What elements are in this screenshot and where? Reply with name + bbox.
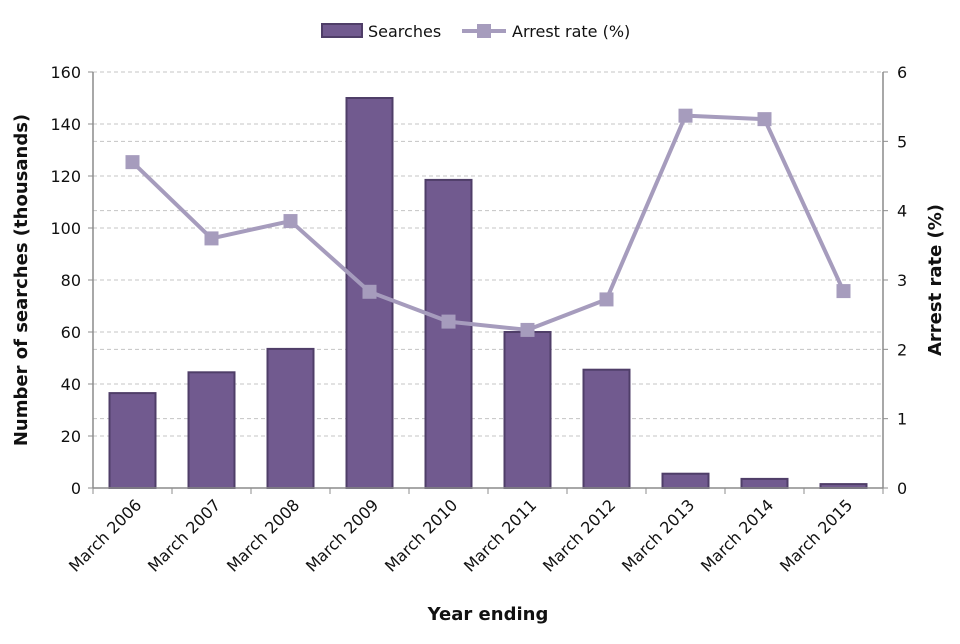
y2-tick-label: 0 bbox=[897, 479, 907, 498]
bar-march-2006 bbox=[108, 392, 157, 490]
bar-march-2007 bbox=[187, 371, 236, 489]
x-tick-label: March 2011 bbox=[460, 495, 540, 575]
x-tick-label: March 2007 bbox=[144, 495, 224, 575]
arrest-rate-point-march-2013 bbox=[678, 108, 693, 123]
y-tick-label: 160 bbox=[50, 63, 81, 82]
y-tick-label: 60 bbox=[61, 323, 81, 342]
arrest-rate-line bbox=[131, 113, 846, 332]
x-tick-label: March 2010 bbox=[381, 495, 461, 575]
x-tick-label: March 2012 bbox=[539, 495, 619, 575]
arrest-rate-point-march-2014 bbox=[757, 112, 772, 127]
bar-march-2012 bbox=[582, 368, 631, 490]
legend: Searches Arrest rate (%) bbox=[321, 22, 630, 41]
y2-tick-label: 5 bbox=[897, 132, 907, 151]
y2-tick-label: 1 bbox=[897, 410, 907, 429]
arrest-rate-point-march-2008 bbox=[283, 214, 298, 229]
bar-march-2008 bbox=[266, 347, 315, 489]
arrest-rate-point-march-2010 bbox=[441, 314, 456, 329]
y2-tick-label: 3 bbox=[897, 271, 907, 290]
x-tick-label: March 2008 bbox=[223, 495, 303, 575]
y2-tick-label: 4 bbox=[897, 202, 907, 221]
x-tick-label: March 2009 bbox=[302, 495, 382, 575]
arrest-rate-point-march-2015 bbox=[836, 284, 851, 299]
legend-searches-label: Searches bbox=[368, 22, 441, 41]
arrest-rate-point-march-2007 bbox=[204, 231, 219, 246]
x-tick-label: March 2015 bbox=[776, 495, 856, 575]
axes bbox=[88, 71, 888, 494]
legend-arrest-rate-label: Arrest rate (%) bbox=[512, 22, 630, 41]
y-tick-label: 140 bbox=[50, 115, 81, 134]
y-tick-label: 100 bbox=[50, 219, 81, 238]
y2-axis-title: Arrest rate (%) bbox=[925, 204, 946, 356]
arrest-rate-point-march-2011 bbox=[520, 322, 535, 337]
legend-searches-swatch bbox=[321, 23, 363, 38]
y-tick-label: 40 bbox=[61, 375, 81, 394]
y-tick-label: 80 bbox=[61, 271, 81, 290]
line-series-arrest-rate bbox=[125, 108, 851, 337]
x-tick-label: March 2013 bbox=[618, 495, 698, 575]
left-axis-ticks: 0 20 40 60 80 100 120 140 160 bbox=[50, 63, 81, 498]
bar-series-searches bbox=[108, 97, 868, 490]
x-axis-title: Year ending bbox=[427, 604, 549, 625]
bar-march-2014 bbox=[740, 477, 789, 489]
y2-tick-label: 2 bbox=[897, 340, 907, 359]
arrest-rate-point-march-2006 bbox=[125, 155, 140, 170]
x-tick-label: March 2014 bbox=[697, 495, 777, 575]
y2-tick-label: 6 bbox=[897, 63, 907, 82]
arrest-rate-point-march-2012 bbox=[599, 292, 614, 307]
y-tick-label: 120 bbox=[50, 167, 81, 186]
bar-march-2013 bbox=[661, 472, 710, 490]
x-tick-label: March 2006 bbox=[65, 495, 145, 575]
bar-march-2011 bbox=[503, 331, 552, 489]
y-tick-label: 0 bbox=[71, 479, 81, 498]
gridlines bbox=[93, 71, 883, 437]
y-tick-label: 20 bbox=[61, 427, 81, 446]
bar-march-2010 bbox=[424, 178, 473, 489]
right-axis-ticks: 0 1 2 3 4 5 6 bbox=[897, 63, 907, 498]
arrest-rate-point-march-2009 bbox=[362, 284, 377, 299]
y-axis-title: Number of searches (thousands) bbox=[11, 114, 32, 446]
legend-arrest-rate-marker bbox=[477, 24, 491, 38]
